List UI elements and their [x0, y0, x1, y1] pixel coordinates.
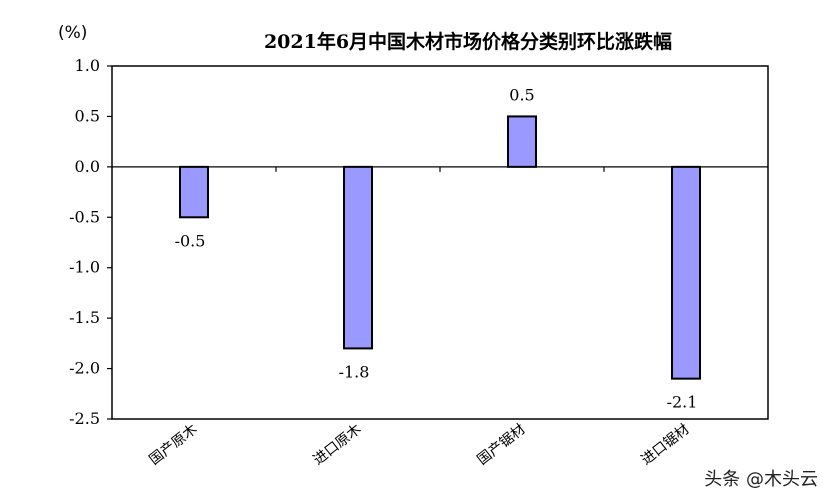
- y-tick-label: 0.5: [75, 106, 100, 125]
- y-tick-label: -1.5: [69, 308, 100, 327]
- bar-4: [671, 165, 701, 380]
- data-labels-group: -0.5 -1.8 0.5 -2.1: [175, 85, 698, 411]
- y-unit-label: (%): [58, 23, 87, 43]
- chart-title: 2021年6月中国木材市场价格分类别环比涨跌幅: [264, 30, 672, 53]
- category-label: 国产原木: [147, 421, 201, 468]
- bar-3: [507, 115, 537, 168]
- zero-line: [112, 166, 768, 172]
- data-label: -2.1: [667, 393, 698, 412]
- y-tick-label: -1.0: [69, 258, 100, 277]
- data-label: -0.5: [175, 231, 206, 250]
- y-tick-label: 0.0: [75, 157, 100, 176]
- data-label: -1.8: [339, 362, 370, 381]
- category-labels-group: 国产原木 进口原木 国产锯材 进口锯材: [147, 421, 693, 468]
- category-label: 进口锯材: [639, 421, 693, 468]
- bar-2: [343, 165, 373, 350]
- bars-group: [179, 115, 701, 380]
- bar-1: [179, 165, 209, 219]
- y-tick-label: -0.5: [69, 207, 100, 226]
- y-tick-label: -2.5: [69, 409, 100, 428]
- y-tick-label: 1.0: [75, 56, 100, 75]
- watermark: 头条 @木头云: [704, 469, 818, 490]
- y-tick-label: -2.0: [69, 359, 100, 378]
- y-axis: 1.0 0.5 0.0 -0.5 -1.0 -1.5 -2.0 -2.5: [69, 56, 112, 428]
- data-label: 0.5: [509, 85, 534, 104]
- category-label: 进口原木: [311, 421, 365, 468]
- category-label: 国产锯材: [475, 421, 529, 468]
- plot-frame: [111, 65, 769, 420]
